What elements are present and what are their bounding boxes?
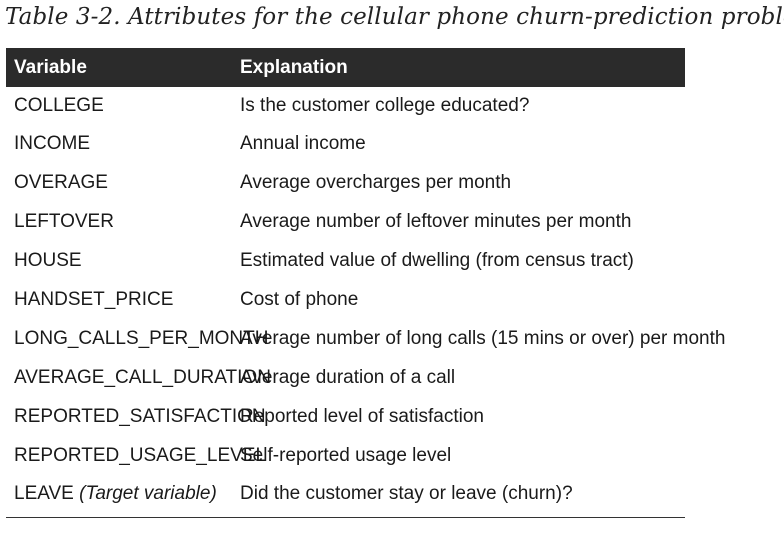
table-row: HANDSET_PRICE Cost of phone xyxy=(6,281,685,320)
explanation-cell: Did the customer stay or leave (churn)? xyxy=(240,483,573,505)
explanation-cell: Annual income xyxy=(240,133,366,155)
table-row: INCOME Annual income xyxy=(6,125,685,164)
variable-cell: COLLEGE xyxy=(14,95,104,116)
table-bottom-rule xyxy=(6,516,685,518)
variable-cell: HANDSET_PRICE xyxy=(14,289,174,310)
variable-cell: REPORTED_SATISFACTION xyxy=(14,405,266,427)
variable-name: LEAVE xyxy=(14,483,74,505)
column-header-explanation: Explanation xyxy=(240,56,348,78)
variable-cell: LEFTOVER xyxy=(14,211,114,233)
attributes-table: Variable Explanation COLLEGE Is the cust… xyxy=(6,48,725,518)
column-header-variable: Variable xyxy=(14,56,87,78)
table-row: COLLEGE Is the customer college educated… xyxy=(6,87,685,125)
variable-cell: OVERAGE xyxy=(14,172,108,194)
variable-cell: REPORTED_USAGE_LEVEL xyxy=(14,444,267,466)
variable-cell: HOUSE xyxy=(14,250,82,272)
variable-cell: LEAVE (Target variable) xyxy=(6,483,232,505)
table-header-row: Variable Explanation xyxy=(6,48,685,87)
explanation-cell: Cost of phone xyxy=(240,289,359,310)
table-row: LEAVE (Target variable) Did the customer… xyxy=(6,475,685,514)
explanation-cell: Average number of leftover minutes per m… xyxy=(240,211,632,233)
explanation-cell: Average number of long calls (15 mins or… xyxy=(240,327,726,349)
variable-cell: LONG_CALLS_PER_MONTH xyxy=(14,327,269,349)
target-variable-note: (Target variable) xyxy=(79,483,217,505)
explanation-cell: Reported level of satisfaction xyxy=(240,405,484,427)
table-row: HOUSE Estimated value of dwelling (from … xyxy=(6,242,685,281)
variable-cell: AVERAGE_CALL_DURATION xyxy=(14,366,271,388)
table-body: COLLEGE Is the customer college educated… xyxy=(6,87,725,514)
explanation-cell: Average overcharges per month xyxy=(240,172,512,194)
explanation-cell: Average duration of a call xyxy=(240,366,456,388)
explanation-cell: Self-reported usage level xyxy=(240,444,452,466)
variable-cell: INCOME xyxy=(14,133,90,155)
explanation-cell: Is the customer college educated? xyxy=(240,95,530,116)
table-row: OVERAGE Average overcharges per month xyxy=(6,164,685,203)
explanation-cell: Estimated value of dwelling (from census… xyxy=(240,250,634,272)
table-row: REPORTED_USAGE_LEVEL Self-reported usage… xyxy=(6,436,685,475)
table-caption: Table 3-2. Attributes for the cellular p… xyxy=(5,4,784,30)
table-row: REPORTED_SATISFACTION Reported level of … xyxy=(6,397,685,436)
table-row: LONG_CALLS_PER_MONTH Average number of l… xyxy=(6,319,725,358)
table-row: AVERAGE_CALL_DURATION Average duration o… xyxy=(6,358,685,397)
table-row: LEFTOVER Average number of leftover minu… xyxy=(6,203,685,242)
